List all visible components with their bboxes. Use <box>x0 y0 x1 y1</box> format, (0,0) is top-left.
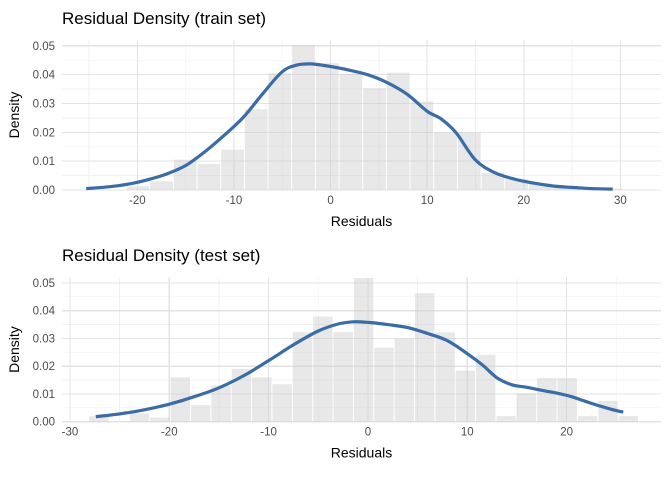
y-tick-label: 0.03 <box>33 98 55 110</box>
histogram-bar <box>557 378 577 422</box>
minor-gridlines <box>62 277 661 422</box>
x-tick-label: 20 <box>517 195 530 207</box>
histogram-bar <box>221 149 244 190</box>
x-tick-label: 10 <box>461 427 474 439</box>
y-tick-label: 0.05 <box>33 41 55 53</box>
x-axis-title: Residuals <box>331 445 392 461</box>
histogram-bar <box>150 181 173 190</box>
x-tick-label: -20 <box>129 195 146 207</box>
histogram-bar <box>244 109 268 190</box>
histogram-bar <box>415 293 435 422</box>
x-tick-label: 20 <box>560 427 573 439</box>
x-tick-label: -20 <box>161 427 178 439</box>
histogram-bar <box>618 416 638 422</box>
density-curve <box>95 320 624 419</box>
y-tick-label: 0.02 <box>33 361 55 373</box>
y-tick-label: 0.03 <box>33 333 55 345</box>
histogram-bar <box>231 369 252 422</box>
y-axis-title: Density <box>6 92 22 139</box>
histogram-bar <box>150 417 170 422</box>
histogram-bar <box>197 164 221 190</box>
major-gridlines <box>62 277 661 423</box>
histogram-bar <box>435 332 455 422</box>
histogram-bar <box>252 377 272 422</box>
histogram-bar <box>528 183 552 190</box>
histogram-bar <box>211 385 231 422</box>
y-tick-label: 0.04 <box>33 70 56 82</box>
x-tick-label: 0 <box>327 195 333 207</box>
x-tick-label: -30 <box>62 427 79 439</box>
histogram-bar <box>457 132 481 190</box>
histogram-bars <box>89 278 638 422</box>
y-tick-label: 0.01 <box>33 389 55 401</box>
chart-title: Residual Density (test set) <box>62 246 260 265</box>
histogram-bar <box>268 73 292 190</box>
x-axis-title: Residuals <box>331 213 392 229</box>
y-axis-title: Density <box>6 326 22 373</box>
histogram-bar <box>129 413 150 422</box>
histogram-bar <box>496 416 516 422</box>
histogram-bar <box>577 416 598 422</box>
histogram-bar <box>363 88 386 190</box>
x-tick-label: 10 <box>421 195 434 207</box>
chart-title: Residual Density (train set) <box>62 9 266 28</box>
histogram-bar <box>476 354 496 422</box>
y-tick-labels: 0.00 0.01 0.02 0.03 0.04 0.05 <box>33 278 56 429</box>
y-tick-label: 0.02 <box>33 127 55 139</box>
train-density-chart: Residual Density (train set) Residuals Den… <box>6 9 661 229</box>
y-tick-label: 0.00 <box>33 185 55 197</box>
histogram-bar <box>455 370 476 422</box>
x-tick-label: -10 <box>260 427 277 439</box>
histogram-bar <box>434 132 457 190</box>
histogram-bar <box>89 416 109 422</box>
x-tick-label: -10 <box>226 195 243 207</box>
histogram-bar <box>315 63 339 190</box>
histogram-bar <box>394 338 414 422</box>
x-tick-labels: -30 -20 -10 0 10 20 <box>62 427 573 439</box>
histogram-bar <box>410 101 434 190</box>
histogram-bar <box>333 332 353 422</box>
histogram-bar <box>292 44 315 191</box>
y-tick-label: 0.04 <box>33 306 56 318</box>
histogram-bar <box>191 405 211 422</box>
histogram-bar <box>313 316 333 422</box>
histogram-bar <box>339 73 363 190</box>
x-tick-label: 0 <box>365 427 371 439</box>
histogram-bar <box>516 393 537 422</box>
y-tick-labels: 0.00 0.01 0.02 0.03 0.04 0.05 <box>33 41 56 197</box>
histogram-bar <box>353 278 374 422</box>
histogram-bar <box>126 186 150 191</box>
histogram-bars <box>126 44 623 191</box>
histogram-bar <box>505 179 528 190</box>
x-tick-label: 30 <box>614 195 627 207</box>
major-gridlines <box>62 40 661 191</box>
test-density-chart: Residual Density (test set) Residuals Dens… <box>6 246 661 461</box>
y-tick-label: 0.05 <box>33 278 55 290</box>
histogram-bar <box>374 347 394 422</box>
histogram-bar <box>386 72 410 190</box>
y-tick-label: 0.00 <box>33 417 55 429</box>
y-tick-label: 0.01 <box>33 156 55 168</box>
density-curve <box>86 62 613 191</box>
histogram-bar <box>481 172 505 190</box>
x-tick-labels: -20 -10 0 10 20 30 <box>129 195 627 207</box>
histogram-bar <box>292 332 313 422</box>
histogram-bar <box>537 378 557 422</box>
histogram-bar <box>272 384 292 422</box>
